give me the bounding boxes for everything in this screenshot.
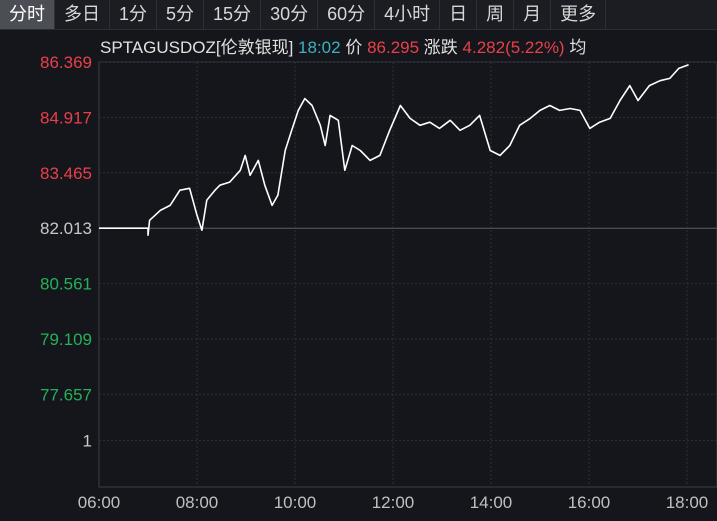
period-tabs: 分时 多日 1分 5分 15分 30分 60分 4小时日周月更多 <box>0 0 717 30</box>
tab-1[interactable]: 多日 <box>55 0 110 29</box>
x-tick-label: 14:00 <box>470 493 513 512</box>
y-tick-label: 80.561 <box>40 275 92 294</box>
avg-label-truncated: 均 <box>569 38 587 57</box>
tab-2[interactable]: 1分 <box>110 0 158 29</box>
quote-time: 18:02 <box>298 38 341 57</box>
tab-8[interactable]: 日 <box>440 0 478 29</box>
y-tick-label: 1 <box>83 431 92 450</box>
quote-header: SPTAGUSDOZ[伦敦银现] 18:02 价 86.295 涨跌 4.282… <box>100 33 586 58</box>
y-tick-label: 82.013 <box>40 219 92 238</box>
x-tick-label: 16:00 <box>568 493 611 512</box>
tab-11[interactable]: 更多 <box>551 0 607 29</box>
price-line <box>99 64 689 236</box>
y-tick-label: 83.465 <box>40 164 92 183</box>
tab-4[interactable]: 15分 <box>204 0 262 29</box>
change-value: 4.282(5.22%) <box>462 38 565 57</box>
y-tick-label: 77.657 <box>40 385 92 404</box>
x-tick-label: 08:00 <box>176 493 219 512</box>
y-tick-label: 79.109 <box>40 330 92 349</box>
tab-6[interactable]: 60分 <box>318 0 376 29</box>
x-tick-label: 18:00 <box>666 493 709 512</box>
tab-10[interactable]: 月 <box>514 0 552 29</box>
y-tick-label: 84.917 <box>40 108 92 127</box>
price-value: 86.295 <box>367 38 420 57</box>
x-tick-label: 06:00 <box>78 493 121 512</box>
change-label: 涨跌 <box>423 38 458 57</box>
y-tick-label: 86.369 <box>40 53 92 72</box>
tab-3[interactable]: 5分 <box>157 0 205 29</box>
x-tick-label: 12:00 <box>372 493 415 512</box>
tab-9[interactable]: 周 <box>477 0 515 29</box>
x-tick-label: 10:00 <box>274 493 317 512</box>
plot-frame <box>98 61 717 488</box>
tab-0[interactable]: 分时 <box>0 0 55 29</box>
tab-7[interactable]: 4小时 <box>375 0 441 29</box>
symbol-name: SPTAGUSDOZ[伦敦银现] <box>100 38 294 57</box>
price-label: 价 <box>345 38 363 57</box>
tab-5[interactable]: 30分 <box>261 0 319 29</box>
